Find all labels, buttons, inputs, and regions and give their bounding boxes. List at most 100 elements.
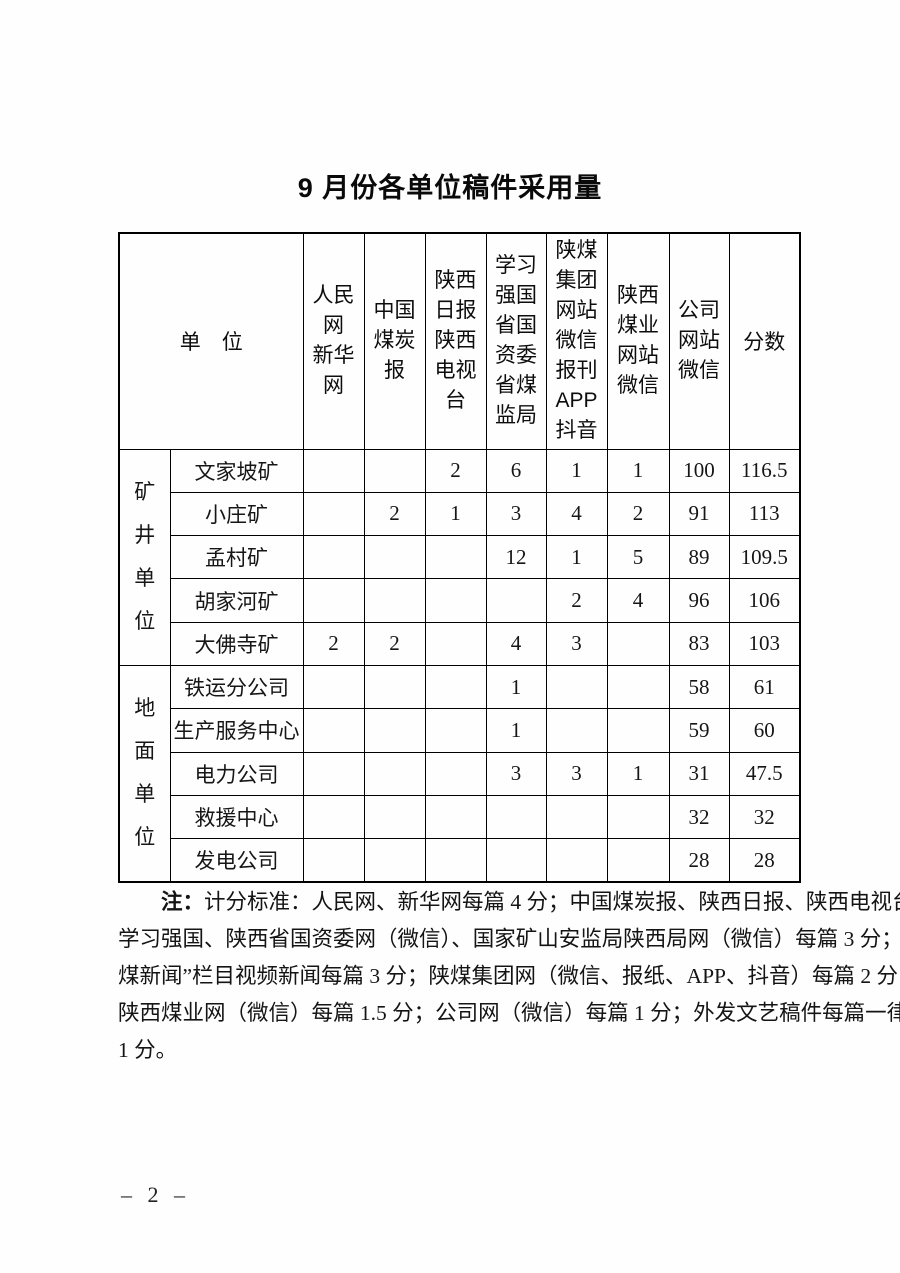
value-cell: 89 (668, 535, 730, 580)
value-cell (485, 794, 547, 840)
value-cell (606, 664, 670, 710)
value-cell (363, 448, 426, 493)
value-cell: 1 (424, 491, 487, 537)
value-cell (363, 708, 426, 753)
table-row: 地 面 单 位 铁运分公司 1 58 61 (118, 664, 801, 883)
table-row: 小庄矿 2 1 3 4 2 91 113 (119, 491, 801, 537)
manuscript-score-table: 单 位 人民 网 新华 网 中国 煤炭 报 陕西 日报 陕西 电视 台 学习 强… (118, 232, 801, 883)
unit-name: 救援中心 (169, 794, 304, 840)
value-cell: 31 (668, 751, 730, 796)
scoring-note: 注：计分标准：人民网、新华网每篇 4 分；中国煤炭报、陕西日报、陕西电视台、 学… (118, 884, 900, 1069)
score-cell: 61 (728, 664, 801, 710)
value-cell (424, 621, 487, 666)
score-cell: 109.5 (728, 535, 801, 580)
table-row: 矿 井 单 位 文家坡矿 2 6 1 1 100 116.5 (118, 448, 801, 666)
unit-name: 大佛寺矿 (169, 621, 304, 666)
value-cell (302, 751, 365, 796)
value-cell: 1 (606, 448, 670, 493)
value-cell (363, 794, 426, 840)
note-line: 陕西煤业网（微信）每篇 1.5 分；公司网（微信）每篇 1 分；外发文艺稿件每篇… (118, 1001, 900, 1025)
value-cell: 59 (668, 708, 730, 753)
table-header-row: 单 位 人民 网 新华 网 中国 煤炭 报 陕西 日报 陕西 电视 台 学习 强… (118, 232, 801, 450)
value-cell (363, 664, 426, 710)
page-number: – 2 – (121, 1182, 190, 1207)
table-row: 救援中心 32 32 (119, 794, 801, 840)
note-line: 注：计分标准：人民网、新华网每篇 4 分；中国煤炭报、陕西日报、陕西电视台、 (118, 884, 900, 921)
header-xuexi-qiangguo-sasac: 学习 强国 省国 资委 省煤 监局 (485, 232, 547, 450)
header-shaanxi-coal-group-media: 陕煤 集团 网站 微信 报刊 APP 抖音 (545, 232, 608, 450)
value-cell (606, 708, 670, 753)
value-cell: 1 (606, 751, 670, 796)
score-cell: 28 (728, 838, 801, 883)
value-cell (302, 838, 365, 883)
value-cell: 2 (302, 621, 365, 666)
value-cell: 2 (363, 621, 426, 666)
value-cell: 96 (668, 578, 730, 623)
header-china-coal-news: 中国 煤炭 报 (363, 232, 426, 450)
section-label-surface-units: 地 面 单 位 (118, 664, 171, 883)
value-cell (302, 708, 365, 753)
score-cell: 103 (728, 621, 801, 666)
header-unit: 单 位 (118, 232, 304, 450)
unit-name: 文家坡矿 (169, 448, 304, 493)
value-cell (545, 664, 608, 710)
value-cell (545, 838, 608, 883)
value-cell (302, 578, 365, 623)
value-cell (363, 751, 426, 796)
value-cell (485, 838, 547, 883)
section-label-mine-units: 矿 井 单 位 (118, 448, 171, 666)
value-cell (424, 751, 487, 796)
table-row: 孟村矿 12 1 5 89 109.5 (119, 535, 801, 580)
value-cell: 3 (485, 491, 547, 537)
score-cell: 113 (728, 491, 801, 537)
score-cell: 32 (728, 794, 801, 840)
score-cell: 116.5 (728, 448, 801, 493)
value-cell (363, 578, 426, 623)
note-line: 1 分。 (118, 1038, 178, 1062)
value-cell: 4 (485, 621, 547, 666)
value-cell (606, 621, 670, 666)
value-cell: 1 (485, 664, 547, 710)
value-cell: 83 (668, 621, 730, 666)
value-cell: 58 (668, 664, 730, 710)
header-score: 分数 (728, 232, 801, 450)
note-label: 注： (161, 890, 205, 914)
value-cell (424, 535, 487, 580)
table-row: 生产服务中心 1 59 60 (119, 708, 801, 753)
unit-name: 发电公司 (169, 838, 304, 883)
value-cell: 91 (668, 491, 730, 537)
value-cell: 5 (606, 535, 670, 580)
header-shaanxi-coal-industry-site: 陕西 煤业 网站 微信 (606, 232, 670, 450)
value-cell (302, 664, 365, 710)
value-cell: 28 (668, 838, 730, 883)
unit-name: 生产服务中心 (169, 708, 304, 753)
value-cell: 100 (668, 448, 730, 493)
value-cell (424, 838, 487, 883)
note-line: 煤新闻”栏目视频新闻每篇 3 分；陕煤集团网（微信、报纸、APP、抖音）每篇 2… (118, 964, 900, 988)
header-people-xinhua-net: 人民 网 新华 网 (302, 232, 365, 450)
value-cell: 1 (485, 708, 547, 753)
value-cell: 2 (606, 491, 670, 537)
value-cell: 3 (545, 751, 608, 796)
value-cell: 12 (485, 535, 547, 580)
value-cell: 6 (485, 448, 547, 493)
value-cell: 4 (606, 578, 670, 623)
value-cell: 3 (545, 621, 608, 666)
value-cell: 1 (545, 535, 608, 580)
value-cell (302, 491, 365, 537)
value-cell (302, 794, 365, 840)
value-cell: 3 (485, 751, 547, 796)
unit-name: 铁运分公司 (169, 664, 304, 710)
header-shaanxi-daily-tv: 陕西 日报 陕西 电视 台 (424, 232, 487, 450)
table-row: 胡家河矿 2 4 96 106 (119, 578, 801, 623)
value-cell (302, 448, 365, 493)
value-cell: 2 (545, 578, 608, 623)
table-row: 发电公司 28 28 (119, 838, 801, 883)
page-title: 9 月份各单位稿件采用量 (297, 173, 603, 203)
value-cell (363, 535, 426, 580)
value-cell: 2 (363, 491, 426, 537)
note-line: 学习强国、陕西省国资委网（微信）、国家矿山安监局陕西局网（微信）每篇 3 分；“… (118, 927, 900, 951)
note-text: 计分标准：人民网、新华网每篇 4 分；中国煤炭报、陕西日报、陕西电视台、 (204, 890, 900, 914)
value-cell (363, 838, 426, 883)
